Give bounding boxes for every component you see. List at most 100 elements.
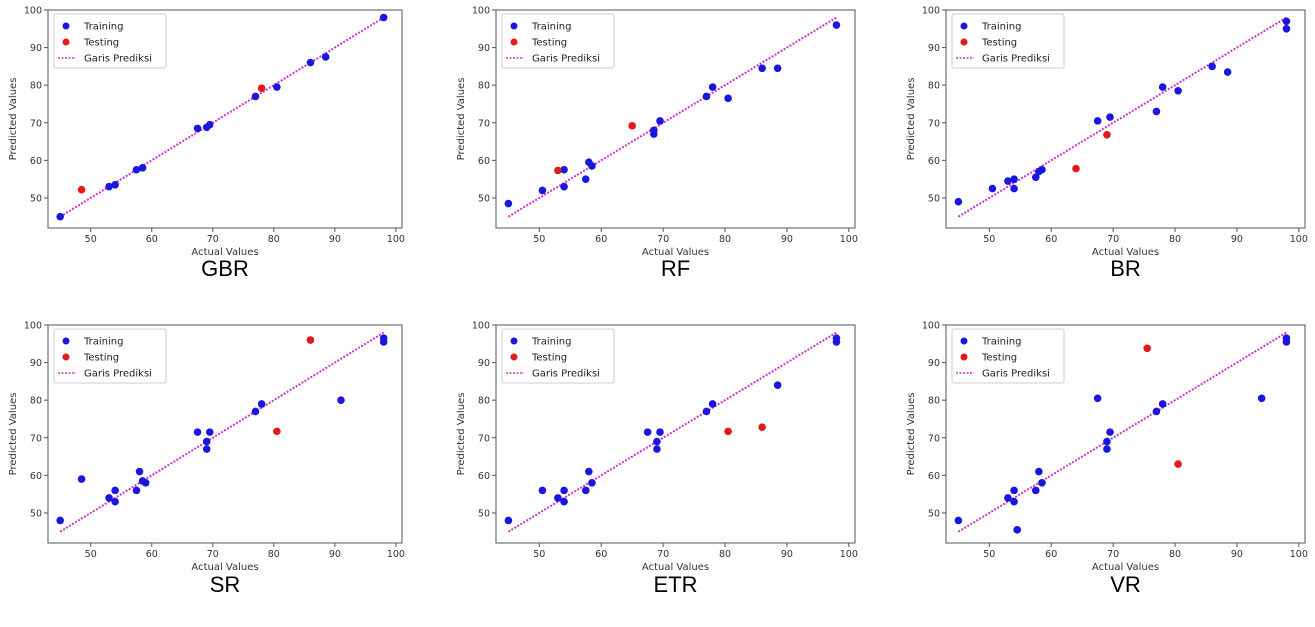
training-point	[202, 437, 211, 446]
x-tick-label: 80	[1169, 234, 1181, 245]
training-point	[1010, 497, 1018, 506]
x-axis-label: Actual Values	[1092, 247, 1159, 258]
testing-point	[1143, 344, 1151, 353]
training-point	[1158, 400, 1167, 408]
testing-point	[724, 427, 732, 436]
chart-panel-rf: 50 60 70 80 90 100 50 60 70 80 90 100 Actual Values P…	[448, 0, 863, 259]
y-tick-label: 80	[478, 81, 490, 92]
legend-label: Testing	[531, 38, 567, 49]
y-axis-label: Predicted Values	[456, 393, 467, 476]
x-tick-label: 70	[207, 234, 219, 245]
training-point	[337, 396, 345, 404]
training-point	[251, 407, 260, 416]
training-point	[1093, 394, 1102, 403]
chart-caption: SR	[209, 572, 241, 597]
x-axis-label: Actual Values	[191, 247, 258, 258]
legend-label: Garis Prediksi	[532, 54, 600, 65]
training-point	[1038, 479, 1046, 487]
y-tick-label: 50	[928, 508, 940, 519]
training-point	[708, 83, 717, 91]
x-tick-label: 100	[840, 549, 858, 560]
x-tick-label: 70	[1107, 549, 1119, 560]
training-point	[132, 165, 141, 174]
y-tick-label: 70	[30, 433, 42, 444]
training-point	[132, 486, 141, 495]
legend-box	[951, 328, 1065, 384]
legend-box	[53, 13, 167, 69]
x-tick-label: 100	[1290, 234, 1308, 245]
x-tick-label: 100	[1290, 549, 1308, 560]
y-tick-label: 50	[478, 508, 490, 519]
legend-label: Testing	[83, 353, 119, 364]
training-point	[193, 124, 202, 133]
training-point	[653, 437, 661, 446]
legend-testing-marker	[960, 38, 968, 46]
y-tick-label: 100	[24, 321, 42, 332]
testing-point	[554, 166, 562, 175]
y-tick-label: 80	[30, 396, 42, 407]
training-point	[202, 445, 211, 453]
testing-point	[257, 84, 266, 92]
y-tick-label: 60	[928, 156, 940, 167]
training-point	[581, 175, 590, 183]
chart-panel-sr: 50 60 70 80 90 100 50 60 70 80 90 100 Actual Values P…	[0, 315, 410, 574]
x-axis-label: Actual Values	[191, 562, 258, 573]
x-tick-label: 90	[329, 549, 341, 560]
training-point	[105, 494, 113, 502]
x-tick-label: 60	[1045, 549, 1057, 560]
scatter-chart-rf: 50 60 70 80 90 100 50 60 70 80 90 100 Actual Values P…	[456, 6, 858, 259]
training-point	[1152, 407, 1161, 416]
training-point	[702, 92, 711, 101]
training-point	[111, 497, 119, 506]
training-point	[560, 486, 568, 495]
x-tick-label: 70	[657, 549, 669, 560]
y-axis-label: Predicted Values	[8, 393, 19, 476]
training-point	[954, 197, 963, 206]
training-point	[105, 182, 113, 191]
y-tick-label: 70	[30, 118, 42, 129]
x-tick-label: 90	[781, 234, 793, 245]
training-point	[1035, 467, 1043, 476]
training-point	[702, 407, 711, 416]
training-point	[306, 58, 315, 67]
training-point	[138, 164, 147, 172]
training-point	[1031, 486, 1040, 495]
training-point	[538, 486, 547, 495]
legend-training-marker	[510, 22, 518, 30]
y-tick-label: 100	[472, 321, 490, 332]
legend-label: Testing	[981, 353, 1017, 364]
y-axis-label: Predicted Values	[906, 393, 917, 476]
training-point	[1103, 437, 1111, 446]
scatter-chart-gbr: 50 60 70 80 90 100 50 60 70 80 90 100 Actual Values P…	[8, 6, 405, 259]
training-point	[988, 184, 997, 193]
training-point	[773, 381, 782, 389]
x-axis-label: Actual Values	[1092, 562, 1159, 573]
testing-point	[1103, 130, 1111, 139]
legend-box	[501, 13, 615, 69]
y-tick-label: 70	[928, 118, 940, 129]
training-point	[643, 428, 652, 436]
training-point	[1223, 68, 1232, 76]
legend-label: Training	[981, 337, 1021, 348]
legend-testing-marker	[510, 353, 518, 361]
training-point	[1004, 177, 1012, 185]
training-point	[560, 165, 568, 174]
x-tick-label: 50	[85, 549, 97, 560]
chart-panel-vr: 50 60 70 80 90 100 50 60 70 80 90 100 Actual Values P…	[898, 315, 1313, 574]
x-tick-label: 70	[657, 234, 669, 245]
x-tick-label: 90	[1231, 234, 1243, 245]
training-point	[1103, 445, 1111, 453]
training-point	[1282, 334, 1291, 342]
legend-label: Training	[83, 337, 123, 348]
legend-label: Garis Prediksi	[84, 369, 152, 380]
y-tick-label: 60	[928, 471, 940, 482]
y-axis-label: Predicted Values	[906, 78, 917, 161]
training-point	[251, 92, 260, 101]
y-tick-label: 50	[30, 193, 42, 204]
testing-point	[77, 185, 86, 194]
y-tick-label: 80	[478, 396, 490, 407]
training-point	[273, 83, 281, 91]
testing-point	[273, 427, 281, 436]
training-point	[1174, 87, 1182, 95]
